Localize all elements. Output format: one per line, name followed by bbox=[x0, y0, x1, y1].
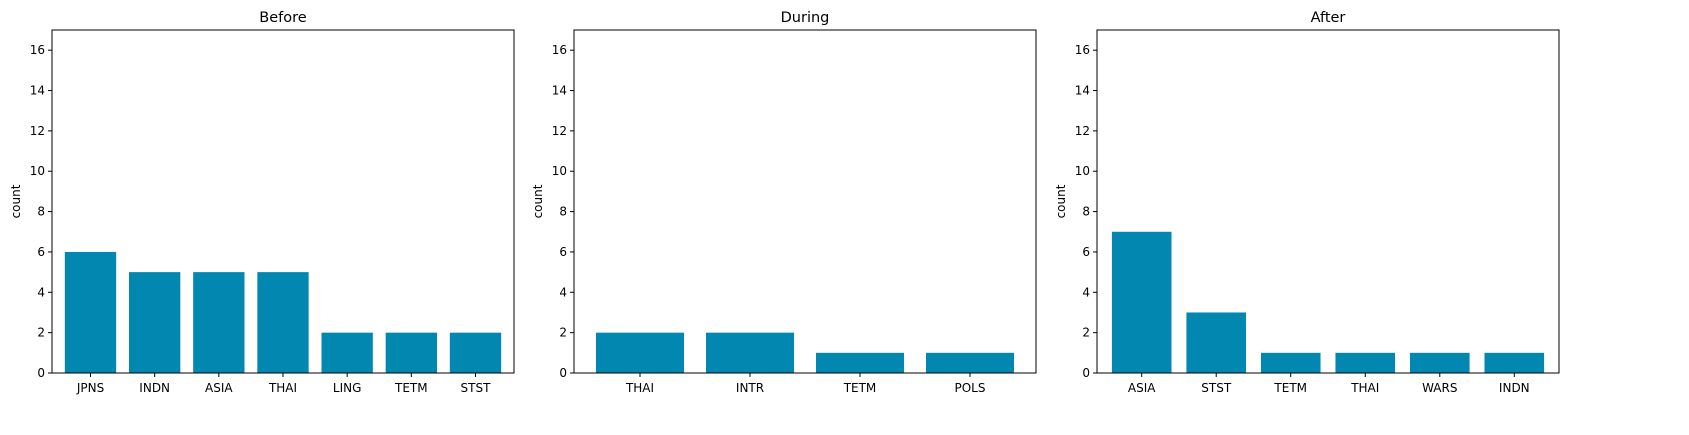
y-tick-label: 10 bbox=[30, 164, 45, 178]
y-tick-label: 4 bbox=[559, 285, 567, 299]
y-tick-label: 2 bbox=[559, 326, 567, 340]
chart-panel: 0 2 4 6 8 10 12 14 16 JPNS INDN ASIA THAI LING TETM STS… bbox=[9, 10, 515, 395]
y-tick-label: 0 bbox=[37, 366, 45, 380]
y-axis-label: count bbox=[531, 184, 545, 218]
x-tick-label: THAI bbox=[1350, 381, 1379, 395]
plot-frame bbox=[573, 29, 1037, 374]
x-tick-label: THAI bbox=[625, 381, 654, 395]
y-tick-label: 8 bbox=[1082, 205, 1090, 219]
y-axis-label: count bbox=[9, 184, 23, 218]
bar-intr bbox=[706, 332, 794, 373]
y-tick-label: 4 bbox=[37, 285, 45, 299]
x-tick-label: THAI bbox=[268, 381, 297, 395]
y-tick-label: 12 bbox=[552, 124, 567, 138]
bar-wars bbox=[1409, 352, 1470, 373]
bar-tetm bbox=[816, 352, 904, 373]
x-tick-label: INDN bbox=[139, 381, 170, 395]
y-tick-label: 14 bbox=[1075, 84, 1090, 98]
y-tick-label: 8 bbox=[559, 205, 567, 219]
y-tick-label: 14 bbox=[30, 84, 45, 98]
x-tick-label: POLS bbox=[955, 381, 986, 395]
plot-frame bbox=[1096, 29, 1560, 374]
bar-asia bbox=[1111, 231, 1172, 373]
chart-panel: 0 2 4 6 8 10 12 14 16 ASIA STST TETM THAI WARS INDN Aft… bbox=[1054, 10, 1560, 395]
chart-title: Before bbox=[259, 10, 306, 26]
x-tick-label: TETM bbox=[843, 381, 877, 395]
y-tick-label: 8 bbox=[37, 205, 45, 219]
y-tick-label: 6 bbox=[37, 245, 45, 259]
x-tick-label: STST bbox=[461, 381, 492, 395]
bar-indn bbox=[1484, 352, 1545, 373]
x-tick-label: JPNS bbox=[76, 381, 104, 395]
y-tick-label: 12 bbox=[1075, 124, 1090, 138]
chart-title: During bbox=[781, 10, 830, 26]
y-tick-label: 14 bbox=[552, 84, 567, 98]
y-axis-label: count bbox=[1054, 184, 1068, 218]
x-tick-label: WARS bbox=[1422, 381, 1457, 395]
bar-stst bbox=[1186, 312, 1247, 373]
x-tick-label: ASIA bbox=[1128, 381, 1156, 395]
y-tick-label: 12 bbox=[30, 124, 45, 138]
y-tick-label: 2 bbox=[37, 326, 45, 340]
x-tick-label: INTR bbox=[736, 381, 764, 395]
chart-title: After bbox=[1311, 10, 1346, 26]
y-tick-label: 6 bbox=[1082, 245, 1090, 259]
bar-tetm bbox=[1260, 352, 1321, 373]
x-tick-label: LING bbox=[333, 381, 362, 395]
y-tick-label: 2 bbox=[1082, 326, 1090, 340]
y-tick-label: 4 bbox=[1082, 285, 1090, 299]
y-tick-label: 16 bbox=[30, 43, 45, 57]
chart-panel: 0 2 4 6 8 10 12 14 16 THAI INTR TETM POLS During count bbox=[531, 10, 1037, 395]
bar-ling bbox=[321, 332, 373, 373]
bar-thai bbox=[1335, 352, 1396, 373]
bar-asia bbox=[193, 272, 245, 373]
bar-thai bbox=[257, 272, 309, 373]
bar-jpns bbox=[64, 251, 117, 373]
bar-indn bbox=[129, 272, 181, 373]
y-tick-label: 10 bbox=[552, 164, 567, 178]
y-tick-label: 16 bbox=[552, 43, 567, 57]
bar-tetm bbox=[385, 332, 437, 373]
x-tick-label: TETM bbox=[1273, 381, 1307, 395]
y-tick-label: 6 bbox=[559, 245, 567, 259]
bar-pols bbox=[926, 352, 1014, 373]
y-tick-label: 10 bbox=[1075, 164, 1090, 178]
x-tick-label: INDN bbox=[1499, 381, 1530, 395]
bar-stst bbox=[449, 332, 502, 373]
bar-thai bbox=[596, 332, 684, 373]
y-tick-label: 0 bbox=[559, 366, 567, 380]
x-tick-label: STST bbox=[1201, 381, 1232, 395]
x-tick-label: TETM bbox=[394, 381, 428, 395]
y-tick-label: 16 bbox=[1075, 43, 1090, 57]
y-tick-label: 0 bbox=[1082, 366, 1090, 380]
x-tick-label: ASIA bbox=[205, 381, 233, 395]
